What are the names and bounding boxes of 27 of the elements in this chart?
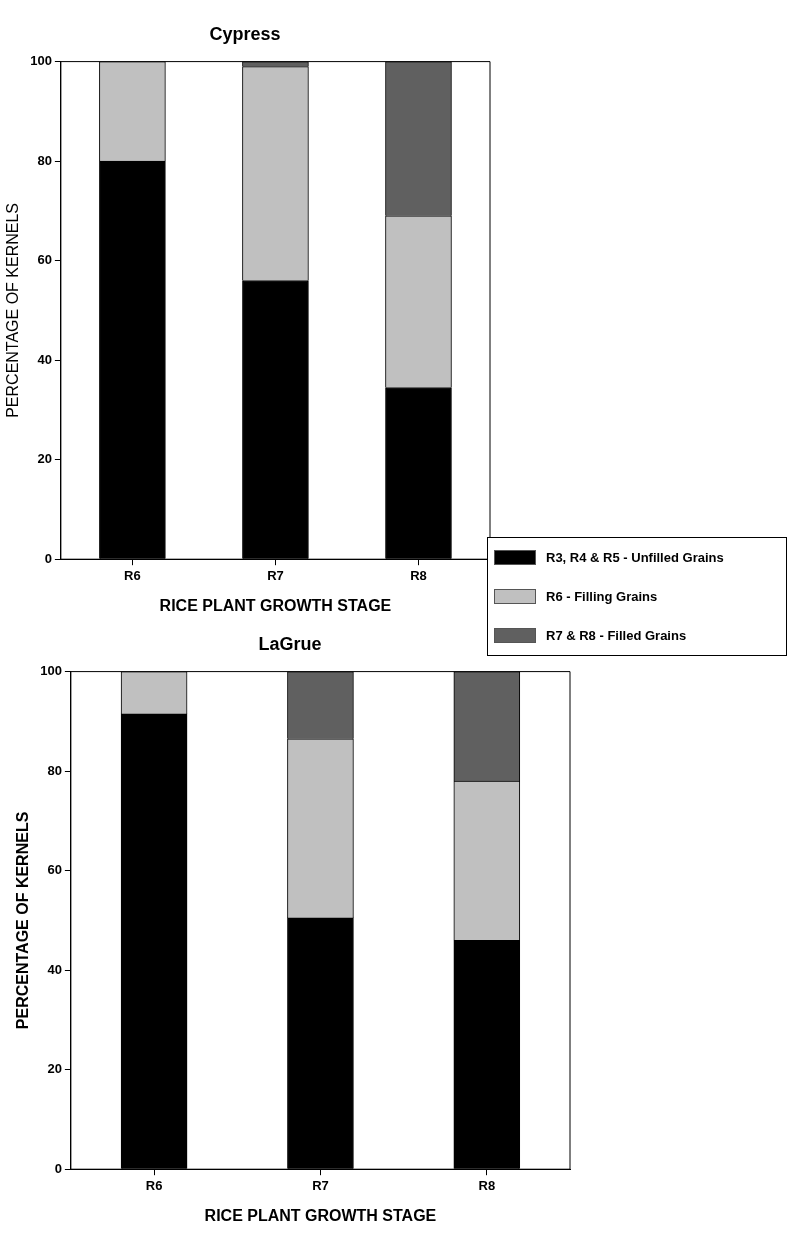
legend-label: R7 & R8 - Filled Grains (546, 628, 687, 643)
y-axis-title: PERCENTAGE OF KERNELS (4, 202, 22, 418)
y-tick-label: 60 (37, 252, 52, 268)
y-tick-label: 0 (44, 550, 52, 566)
y-tick-label: 40 (47, 961, 62, 977)
y-tick-label: 100 (30, 53, 52, 69)
y-axis-title: PERCENTAGE OF KERNELS (14, 811, 32, 1030)
y-tick-label: 20 (37, 451, 52, 467)
y-tick-label: 100 (40, 663, 62, 679)
y-tick-label: 60 (47, 862, 62, 878)
legend-label: R6 - Filling Grains (546, 589, 658, 604)
chart-title: Cypress (209, 23, 281, 44)
y-tick-label: 80 (47, 762, 62, 778)
y-tick-label: 0 (54, 1160, 62, 1176)
x-tick-label: R8 (410, 567, 427, 583)
x-tick-label: R6 (124, 567, 141, 583)
x-tick-label: R7 (312, 1177, 329, 1193)
x-axis-title: RICE PLANT GROWTH STAGE (204, 1206, 437, 1224)
y-tick-label: 80 (37, 152, 52, 168)
y-tick-label: 40 (37, 351, 52, 367)
chart-title: LaGrue (258, 633, 322, 654)
legend-label: R3, R4 & R5 - Unfilled Grains (546, 550, 724, 565)
x-tick-label: R8 (478, 1177, 496, 1193)
y-tick-label: 20 (47, 1061, 62, 1077)
x-axis-title: RICE PLANT GROWTH STAGE (159, 596, 392, 614)
x-tick-label: R7 (267, 567, 284, 583)
x-tick-label: R6 (145, 1177, 163, 1193)
